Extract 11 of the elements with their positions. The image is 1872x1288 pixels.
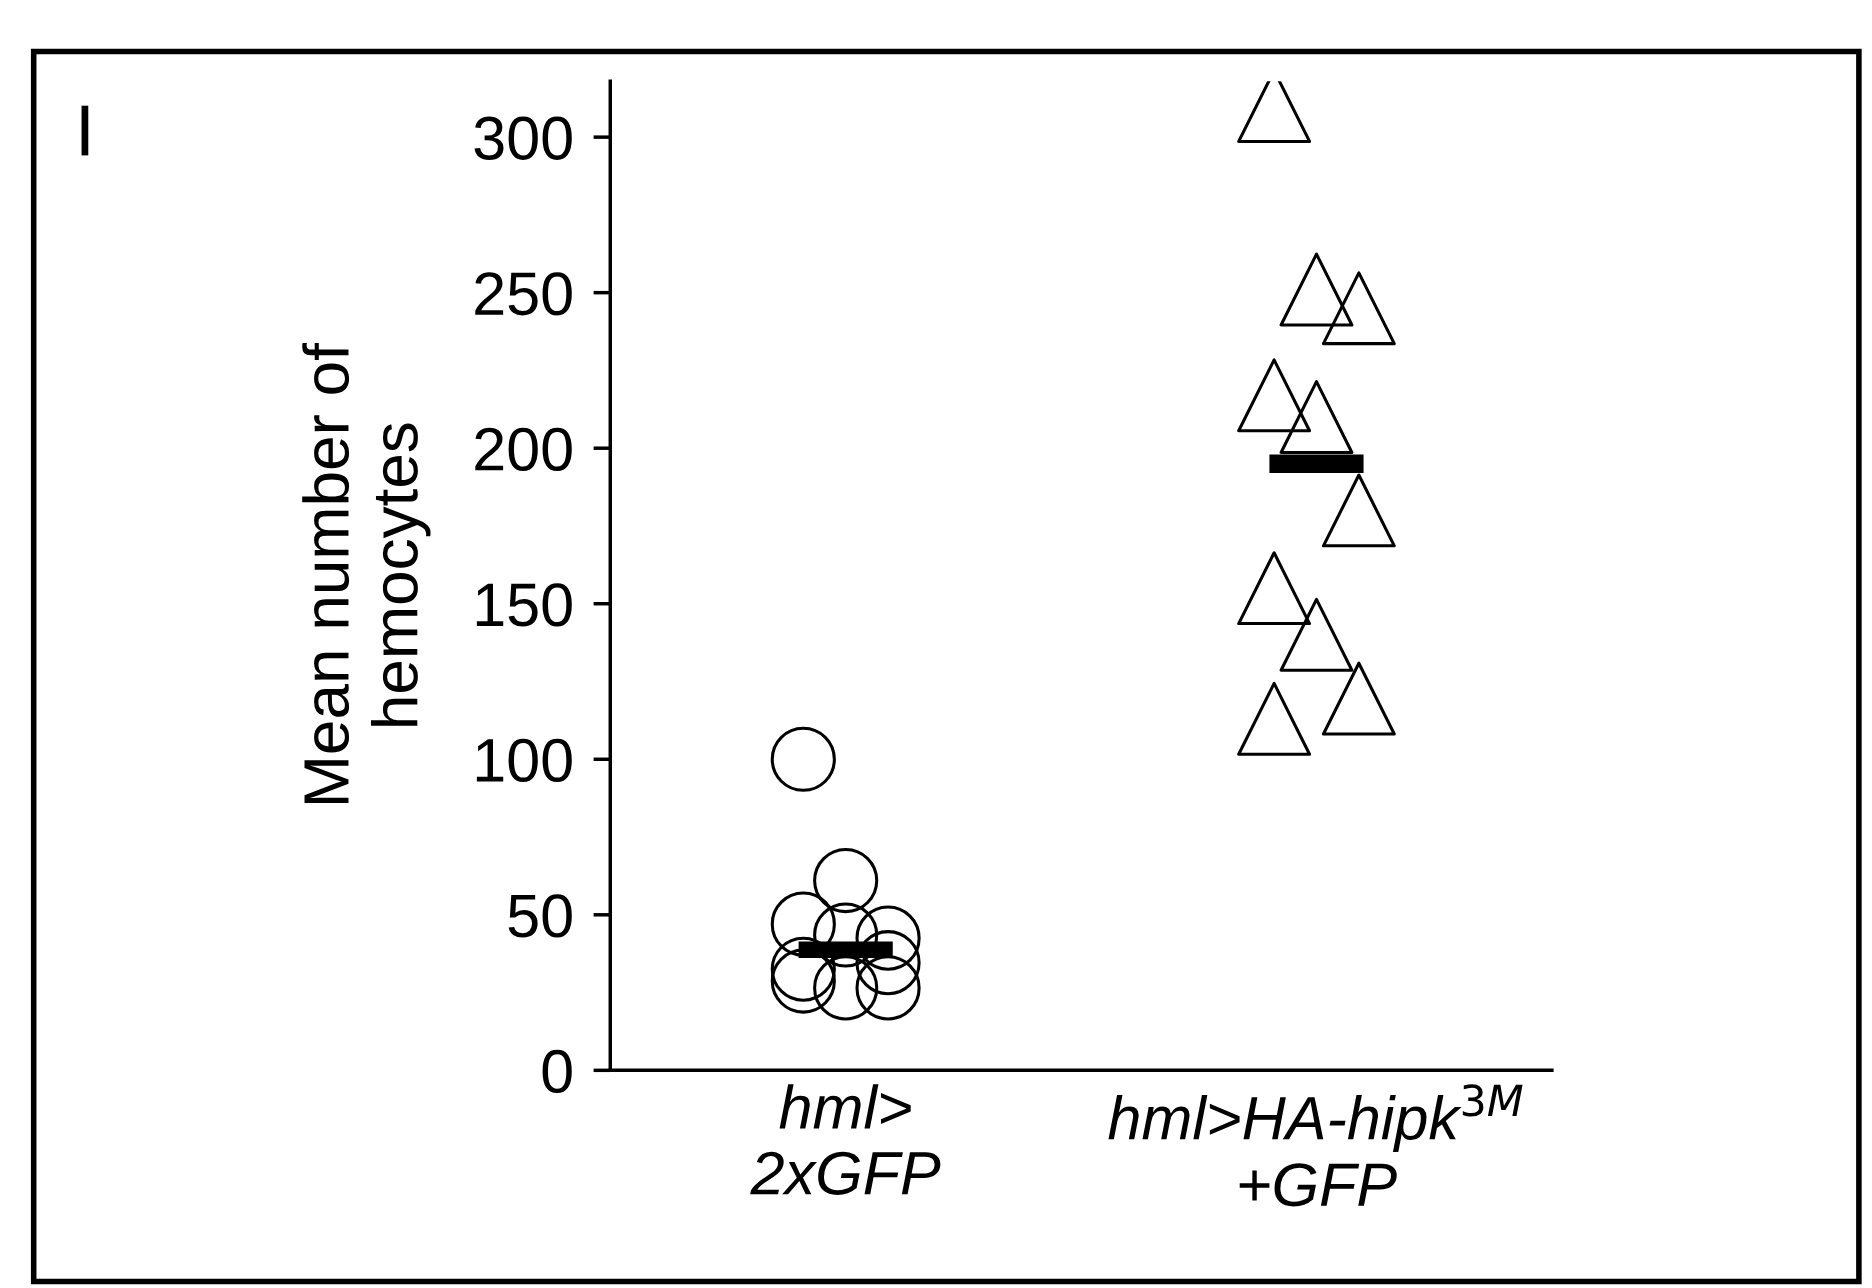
y-tick-label: 150	[476, 583, 572, 627]
y-axis-title: Mean number of hemocytes	[302, 343, 431, 804]
x-tick-label: hml> 2xGFP	[750, 1084, 941, 1195]
y-tick-label: 250	[475, 272, 572, 316]
category-label: hml>HA-hipk$^{3M}$ +GFP	[1108, 1084, 1523, 1207]
y-tick-label: 50	[508, 894, 572, 938]
y-tick-label: 300	[474, 116, 572, 160]
y-tick-label: 0	[542, 1049, 572, 1094]
y-tick-label: 200	[475, 427, 572, 471]
y-tick-label: 100	[476, 738, 572, 783]
text: I	[81, 105, 89, 156]
